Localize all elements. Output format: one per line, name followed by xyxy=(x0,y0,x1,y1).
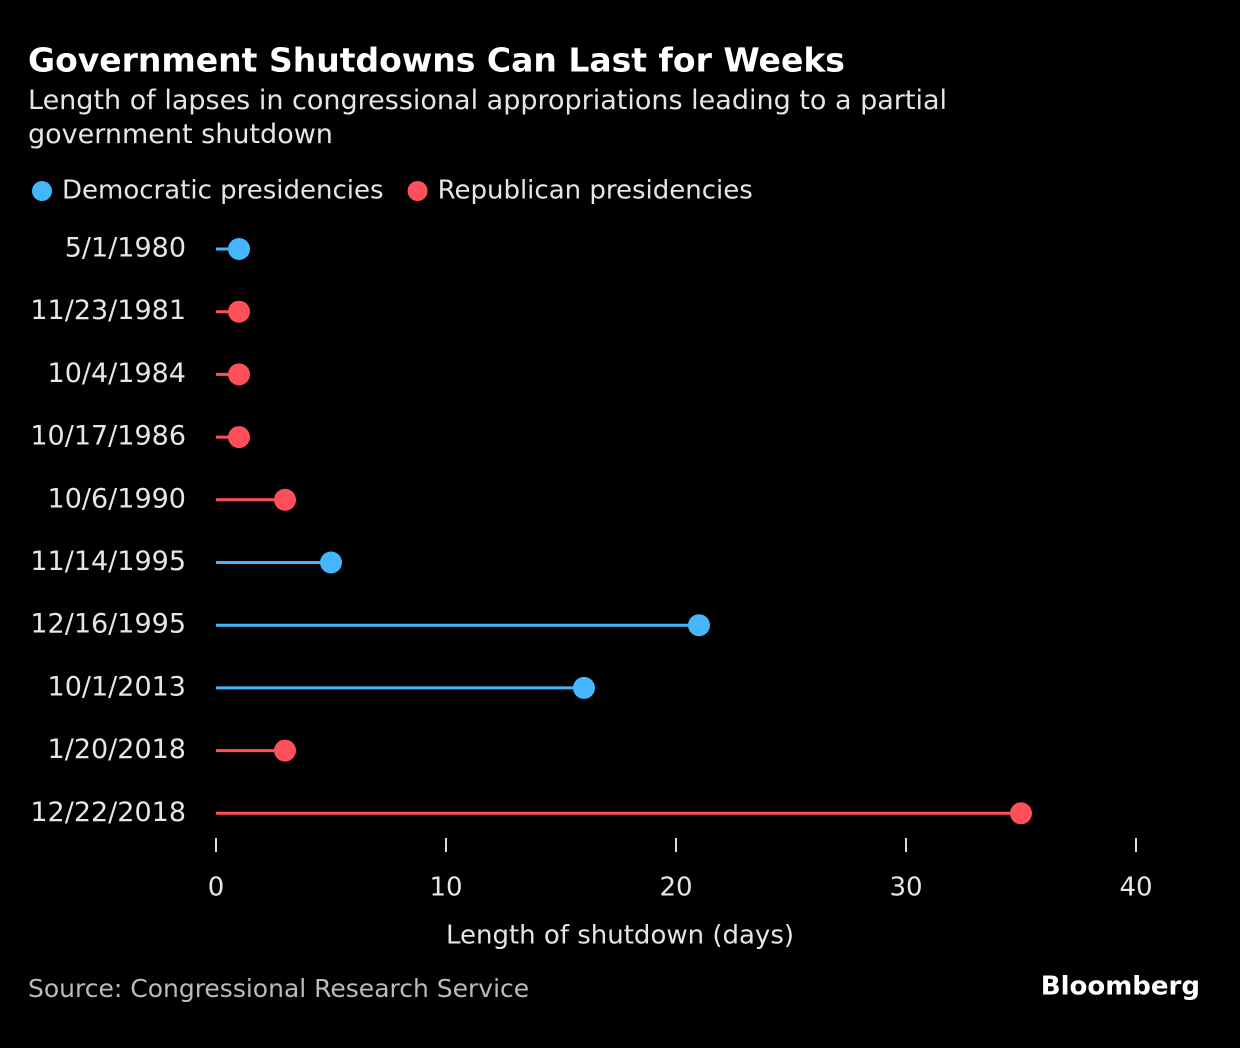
dot xyxy=(228,363,250,386)
legend-marker xyxy=(407,181,428,201)
y-tick-label: 10/6/1990 xyxy=(48,483,186,514)
y-tick-label: 10/1/2013 xyxy=(48,671,186,702)
y-tick-label: 10/17/1986 xyxy=(30,421,186,452)
y-tick-label: 1/20/2018 xyxy=(48,734,186,765)
y-tick-label: 12/16/1995 xyxy=(30,609,186,640)
dot xyxy=(573,676,595,699)
dot xyxy=(228,426,250,449)
dot xyxy=(320,551,342,574)
chart-subtitle: Length of lapses in congressional approp… xyxy=(28,85,948,150)
y-tick-label: 12/22/2018 xyxy=(30,797,186,828)
subtitle-box: Length of lapses in congressional approp… xyxy=(28,85,948,150)
x-tick-label: 40 xyxy=(1119,873,1152,903)
dot xyxy=(274,488,296,511)
x-tick-label: 20 xyxy=(659,873,692,903)
dot xyxy=(688,614,710,637)
y-tick-label: 11/23/1981 xyxy=(30,295,186,326)
dot xyxy=(228,238,250,260)
brand: Bloomberg xyxy=(1041,972,1200,1002)
x-tick-label: 30 xyxy=(889,873,922,903)
x-axis-label: Length of shutdown (days) xyxy=(446,921,794,951)
legend-label: Democratic presidencies xyxy=(62,176,384,206)
dot xyxy=(274,739,296,762)
dot xyxy=(1010,802,1032,825)
dot xyxy=(228,300,250,323)
legend-label: Republican presidencies xyxy=(438,176,753,206)
source: Source: Congressional Research Service xyxy=(28,974,529,1003)
x-tick-label: 0 xyxy=(208,873,225,903)
y-tick-label: 5/1/1980 xyxy=(65,233,186,264)
legend-marker xyxy=(32,181,52,201)
y-tick-label: 11/14/1995 xyxy=(30,546,186,577)
x-tick-label: 10 xyxy=(429,873,462,903)
y-tick-label: 10/4/1984 xyxy=(48,358,186,389)
chart-title: Government Shutdowns Can Last for Weeks xyxy=(28,41,845,80)
